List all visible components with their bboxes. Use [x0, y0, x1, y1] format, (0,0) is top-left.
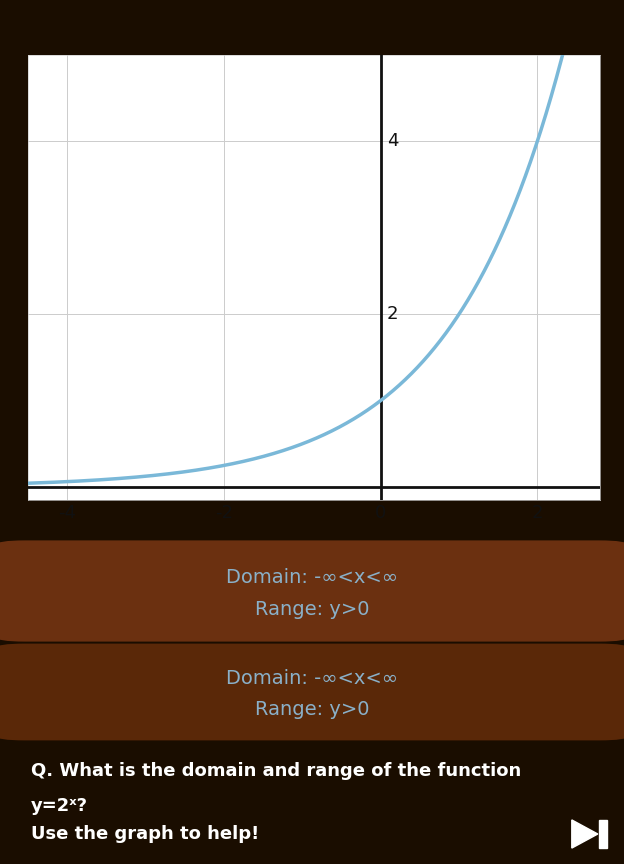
FancyBboxPatch shape	[0, 540, 624, 642]
Text: Domain: -∞<x<∞: Domain: -∞<x<∞	[226, 670, 398, 689]
Text: 2: 2	[387, 305, 398, 323]
Text: Range: y>0: Range: y>0	[255, 600, 369, 619]
Text: Range: y>0: Range: y>0	[255, 700, 369, 719]
Text: Use the graph to help!: Use the graph to help!	[31, 824, 260, 842]
Text: y=2ˣ?: y=2ˣ?	[31, 797, 88, 815]
Text: 2: 2	[532, 504, 543, 522]
Text: 4: 4	[387, 132, 398, 150]
Text: -2: -2	[215, 504, 233, 522]
Bar	[600, 820, 607, 848]
Text: Q. What is the domain and range of the function: Q. What is the domain and range of the f…	[31, 762, 522, 780]
Text: -4: -4	[58, 504, 76, 522]
Polygon shape	[572, 820, 598, 848]
Text: Domain: -∞<x<∞: Domain: -∞<x<∞	[226, 568, 398, 587]
FancyBboxPatch shape	[0, 644, 624, 740]
Text: 0: 0	[375, 504, 386, 522]
